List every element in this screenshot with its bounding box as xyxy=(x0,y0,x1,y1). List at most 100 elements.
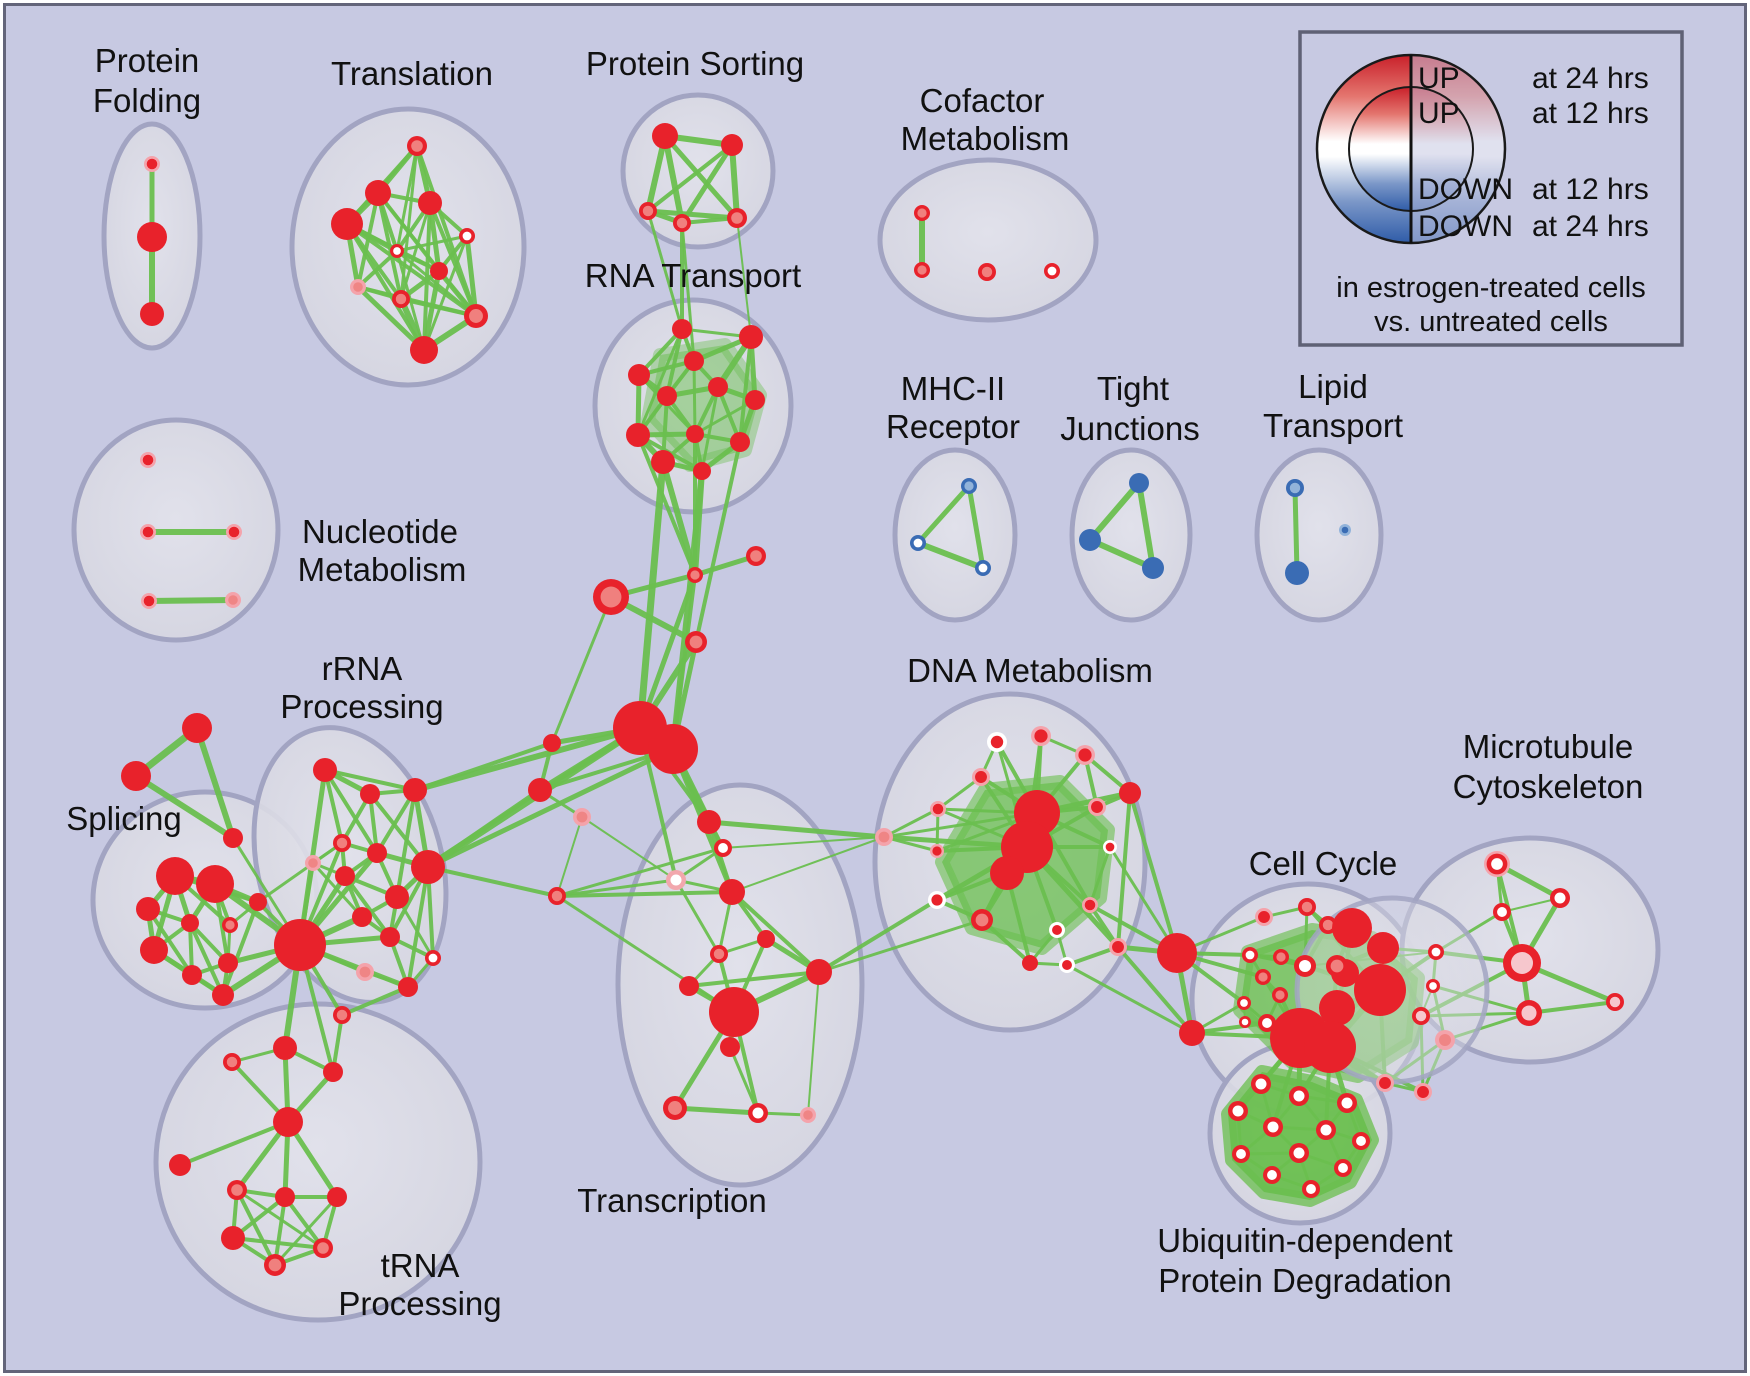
edge xyxy=(687,970,821,988)
cluster-label-mhc-ii-receptor-1: Receptor xyxy=(886,408,1020,445)
edge xyxy=(323,768,344,845)
node-89 xyxy=(593,579,629,615)
edge xyxy=(915,540,986,571)
edge xyxy=(231,1236,325,1250)
node-41 xyxy=(1286,479,1304,497)
edge xyxy=(692,553,759,578)
node-94 xyxy=(648,724,698,774)
node-46 xyxy=(226,524,242,540)
cluster-label-protein-folding-1: Folding xyxy=(93,82,201,119)
edge xyxy=(817,898,939,974)
node-43 xyxy=(1339,524,1351,536)
node-120 xyxy=(930,844,944,858)
edge xyxy=(412,725,643,793)
cluster-label-rrna-processing-1: Processing xyxy=(280,688,443,725)
node-54 xyxy=(196,865,234,903)
node-125 xyxy=(928,891,946,909)
cluster-label-nucleotide-metabolism-1: Metabolism xyxy=(298,551,467,588)
edge xyxy=(672,1105,761,1116)
node-75 xyxy=(356,963,374,981)
node-36 xyxy=(910,535,926,551)
cluster-label-nucleotide-metabolism-0: Nucleotide xyxy=(302,513,458,550)
edge xyxy=(728,1045,760,1115)
legend-direction-1: UP xyxy=(1418,97,1460,130)
cluster-label-tight-junctions-0: Tight xyxy=(1097,370,1169,407)
node-13 xyxy=(410,336,438,364)
node-112 xyxy=(987,732,1007,752)
edge xyxy=(464,233,479,319)
node-35 xyxy=(961,478,977,494)
edge xyxy=(323,768,417,792)
node-1 xyxy=(137,222,167,252)
node-70 xyxy=(385,885,409,909)
node-157 xyxy=(1493,903,1511,921)
node-25 xyxy=(745,390,765,410)
node-134 xyxy=(1242,947,1258,963)
node-53 xyxy=(136,897,160,921)
cluster-ellipse-transcription xyxy=(615,782,865,1188)
cluster-label-translation-0: Translation xyxy=(331,55,493,92)
cluster-label-cofactor-metabolism-1: Metabolism xyxy=(901,120,1070,157)
node-69 xyxy=(411,850,445,884)
node-66 xyxy=(305,855,321,871)
edge xyxy=(680,221,696,363)
node-170 xyxy=(1316,1120,1336,1140)
node-92 xyxy=(685,631,707,653)
edge xyxy=(355,284,427,353)
node-153 xyxy=(1414,1083,1432,1101)
edge xyxy=(375,788,417,855)
cluster-ellipse-translation xyxy=(289,106,527,388)
edge xyxy=(273,1195,287,1267)
cluster-label-microtubule-cytoskeleton-0: Microtubule xyxy=(1463,728,1634,765)
legend-direction-2: DOWN xyxy=(1418,173,1513,206)
edge xyxy=(178,1120,290,1167)
node-176 xyxy=(1302,1180,1320,1198)
node-38 xyxy=(1129,473,1149,493)
edge xyxy=(645,208,740,221)
node-171 xyxy=(1352,1132,1370,1150)
edge xyxy=(1087,537,1156,571)
node-114 xyxy=(1075,745,1095,765)
cluster-ellipse-tight-junctions xyxy=(1069,447,1193,623)
edge xyxy=(882,811,1039,839)
node-111 xyxy=(800,1107,816,1123)
node-172 xyxy=(1232,1145,1250,1163)
node-104 xyxy=(710,945,728,963)
node-74 xyxy=(425,950,441,966)
edge xyxy=(356,249,399,289)
node-149 xyxy=(1326,955,1348,977)
node-161 xyxy=(1516,1000,1542,1026)
node-27 xyxy=(686,425,704,443)
node-52 xyxy=(156,857,194,895)
node-132 xyxy=(1157,933,1197,973)
node-155 xyxy=(1484,851,1510,877)
node-118 xyxy=(1088,798,1106,816)
node-109 xyxy=(663,1096,687,1120)
node-165 xyxy=(1251,1074,1271,1094)
node-26 xyxy=(626,423,650,447)
node-140 xyxy=(1258,1014,1276,1032)
node-175 xyxy=(1263,1166,1281,1184)
node-164 xyxy=(1606,993,1624,1011)
edge xyxy=(662,133,685,226)
cluster-label-trna-processing-1: Processing xyxy=(338,1285,501,1322)
node-73 xyxy=(274,919,326,971)
legend-time-0: at 24 hrs xyxy=(1532,62,1649,95)
node-119 xyxy=(875,828,893,846)
node-59 xyxy=(218,953,238,973)
edge xyxy=(133,773,236,841)
edge xyxy=(722,836,885,849)
edge xyxy=(323,768,379,855)
node-22 xyxy=(684,351,704,371)
node-128 xyxy=(1082,897,1098,913)
edge xyxy=(736,217,752,338)
node-51 xyxy=(223,828,243,848)
node-81 xyxy=(273,1107,303,1137)
edge xyxy=(692,359,697,436)
node-2 xyxy=(140,302,164,326)
node-9 xyxy=(430,262,448,280)
edge xyxy=(1065,963,1194,1035)
